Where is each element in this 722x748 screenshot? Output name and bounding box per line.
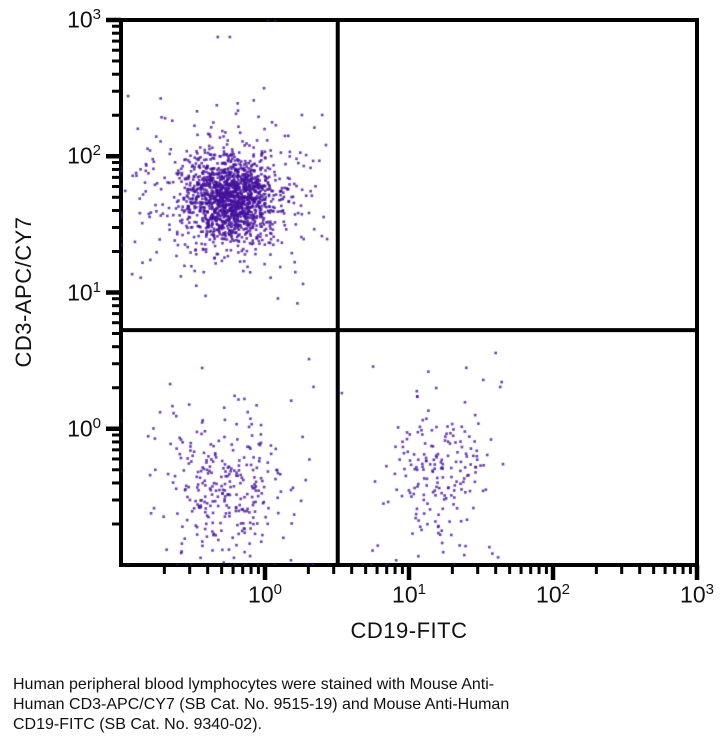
x-tick-label: 102 — [536, 581, 570, 608]
x-axis-title: CD19-FITC — [350, 618, 468, 643]
y-tick-label: 102 — [67, 142, 101, 169]
scatter-dots-canvas — [121, 20, 697, 565]
figure-caption: Human peripheral blood lymphocytes were … — [13, 676, 510, 733]
y-tick-label: 101 — [67, 278, 101, 306]
x-tick-label: 103 — [680, 581, 714, 608]
x-tick-label: 100 — [248, 581, 282, 608]
y-tick-label: 100 — [67, 414, 101, 442]
y-axis-title: CD3-APC/CY7 — [11, 216, 36, 368]
x-tick-label: 101 — [392, 581, 426, 608]
y-tick-label: 103 — [67, 6, 101, 33]
